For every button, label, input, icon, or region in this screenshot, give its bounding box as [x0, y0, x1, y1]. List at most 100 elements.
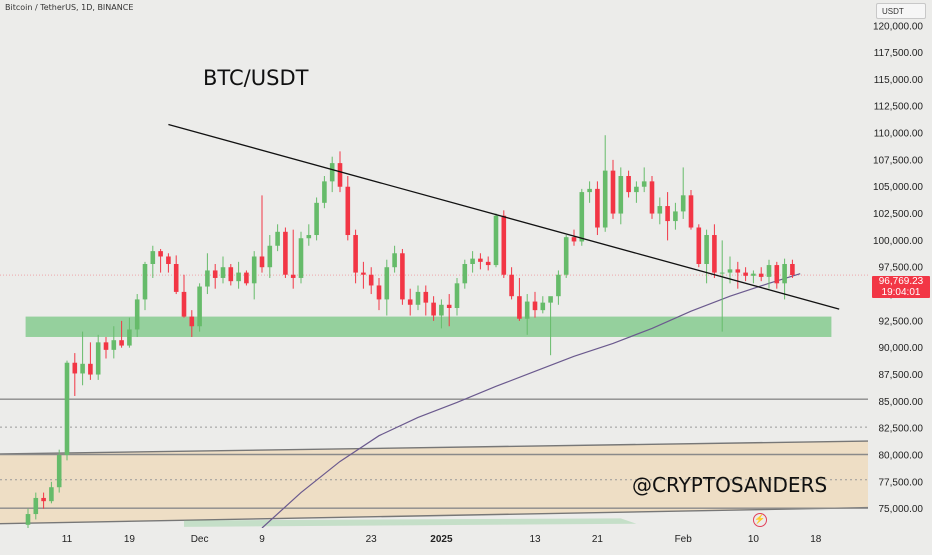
candle-body — [758, 273, 764, 277]
candle-body — [673, 211, 678, 222]
support-zone[interactable] — [25, 316, 832, 337]
candle — [595, 181, 600, 236]
candle — [306, 224, 312, 246]
candle — [407, 288, 413, 316]
candle — [470, 251, 475, 273]
candle — [517, 277, 522, 321]
price-tick-label: 110,000.00 — [874, 129, 924, 140]
candle-body — [493, 215, 499, 266]
demand-zone[interactable] — [0, 441, 868, 524]
candle — [665, 192, 670, 241]
candle — [228, 264, 234, 286]
price-tick-label: 105,000.00 — [873, 182, 923, 193]
candle-body — [423, 291, 429, 303]
candle — [571, 229, 577, 246]
candle-body — [563, 237, 569, 275]
trendline-layer[interactable] — [168, 123, 840, 310]
candle-body — [712, 235, 717, 273]
price-tick-label: 77,500.00 — [879, 477, 924, 488]
candle-body — [236, 272, 241, 282]
candle — [501, 210, 507, 278]
candle-body — [228, 267, 234, 282]
candle — [267, 235, 273, 278]
currency-selector[interactable]: USDT — [876, 3, 926, 19]
price-tick-label: 120,000.00 — [873, 21, 923, 32]
countdown-timer: 19:04:01 — [881, 287, 921, 298]
candle-body — [571, 237, 577, 242]
candle-body — [774, 265, 780, 284]
last-price-tag: 96,769.23 19:04:01 — [872, 276, 930, 298]
candle — [189, 310, 195, 337]
watermark-annotation[interactable]: @CRYPTOSANDERS — [632, 473, 828, 497]
candle-body — [548, 296, 553, 303]
candle — [696, 224, 702, 268]
candle-body — [64, 362, 70, 456]
price-tick-label: 117,500.00 — [874, 48, 924, 59]
candle-body — [587, 188, 592, 193]
candle — [392, 245, 397, 273]
last-price-value: 96,769.23 — [878, 276, 924, 287]
candle — [400, 248, 405, 305]
candle-body — [407, 299, 413, 305]
candle-body — [470, 258, 475, 264]
candle-body — [72, 362, 78, 374]
candle — [579, 188, 585, 246]
candle — [680, 167, 686, 219]
candle-body — [704, 235, 709, 264]
candle-body — [244, 272, 249, 284]
candle — [657, 197, 663, 225]
price-tick-label: 102,500.00 — [873, 209, 923, 220]
candle-body — [556, 274, 561, 297]
candle-body — [509, 274, 514, 297]
candle — [423, 285, 429, 316]
candle-body — [197, 286, 202, 327]
candle — [735, 261, 741, 289]
candle — [345, 176, 351, 241]
candle-body — [173, 264, 179, 292]
candle-body — [532, 301, 538, 311]
candle-body — [111, 340, 117, 350]
candle — [602, 135, 608, 232]
candle — [774, 261, 780, 289]
candle — [220, 256, 226, 284]
candle-body — [103, 342, 109, 350]
candle — [80, 331, 85, 386]
candle — [548, 296, 553, 356]
candle — [618, 167, 624, 225]
candle-body — [641, 181, 647, 187]
candle-body — [158, 251, 163, 257]
candle-body — [610, 170, 616, 214]
candle-body — [478, 258, 483, 262]
candle-body — [384, 267, 390, 300]
candle — [641, 167, 647, 193]
price-tick-label: 97,500.00 — [879, 263, 924, 274]
lightning-icon[interactable]: ⚡ — [753, 513, 767, 527]
candle-body — [337, 163, 343, 187]
candle — [290, 229, 296, 289]
price-axis[interactable]: 75,000.00 77,500.00 80,000.00 82,500.00 85,0… — [868, 0, 932, 550]
candle-body — [251, 256, 257, 284]
price-tick-label: 115,000.00 — [874, 75, 924, 86]
candle-body — [400, 253, 405, 300]
trendline[interactable] — [168, 123, 840, 310]
time-axis[interactable]: 11 19 Dec 9 23 2025 13 21 Feb 10 18 — [0, 528, 868, 550]
candle — [415, 285, 421, 311]
candle — [485, 256, 491, 271]
candle — [205, 253, 210, 295]
candle-body — [376, 285, 382, 300]
candle-body — [306, 235, 312, 239]
candle-body — [727, 269, 733, 273]
candle-body — [329, 163, 335, 182]
candle — [251, 251, 257, 300]
candle-body — [259, 256, 265, 268]
symbol-annotation[interactable]: BTC/USDT — [203, 66, 309, 90]
candle-body — [626, 176, 631, 193]
candle — [322, 176, 327, 209]
time-tick-label: 9 — [259, 534, 265, 545]
moving-average-line[interactable] — [261, 273, 801, 529]
zones-layer — [0, 316, 869, 527]
candle — [49, 481, 54, 504]
candle-body — [462, 264, 468, 284]
